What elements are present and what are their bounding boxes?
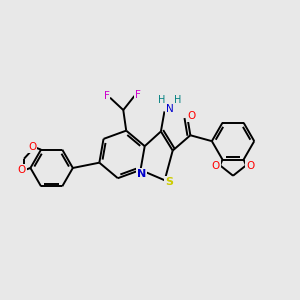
Text: O: O [187,111,195,122]
Text: F: F [135,90,141,100]
Text: O: O [17,165,26,175]
Text: N: N [166,104,174,114]
Text: O: O [246,161,254,171]
Text: H: H [174,95,182,105]
Text: F: F [103,92,109,101]
Text: H: H [158,95,165,105]
Text: O: O [28,142,36,152]
Text: N: N [137,169,146,179]
Text: S: S [165,177,173,187]
Text: O: O [212,161,220,171]
